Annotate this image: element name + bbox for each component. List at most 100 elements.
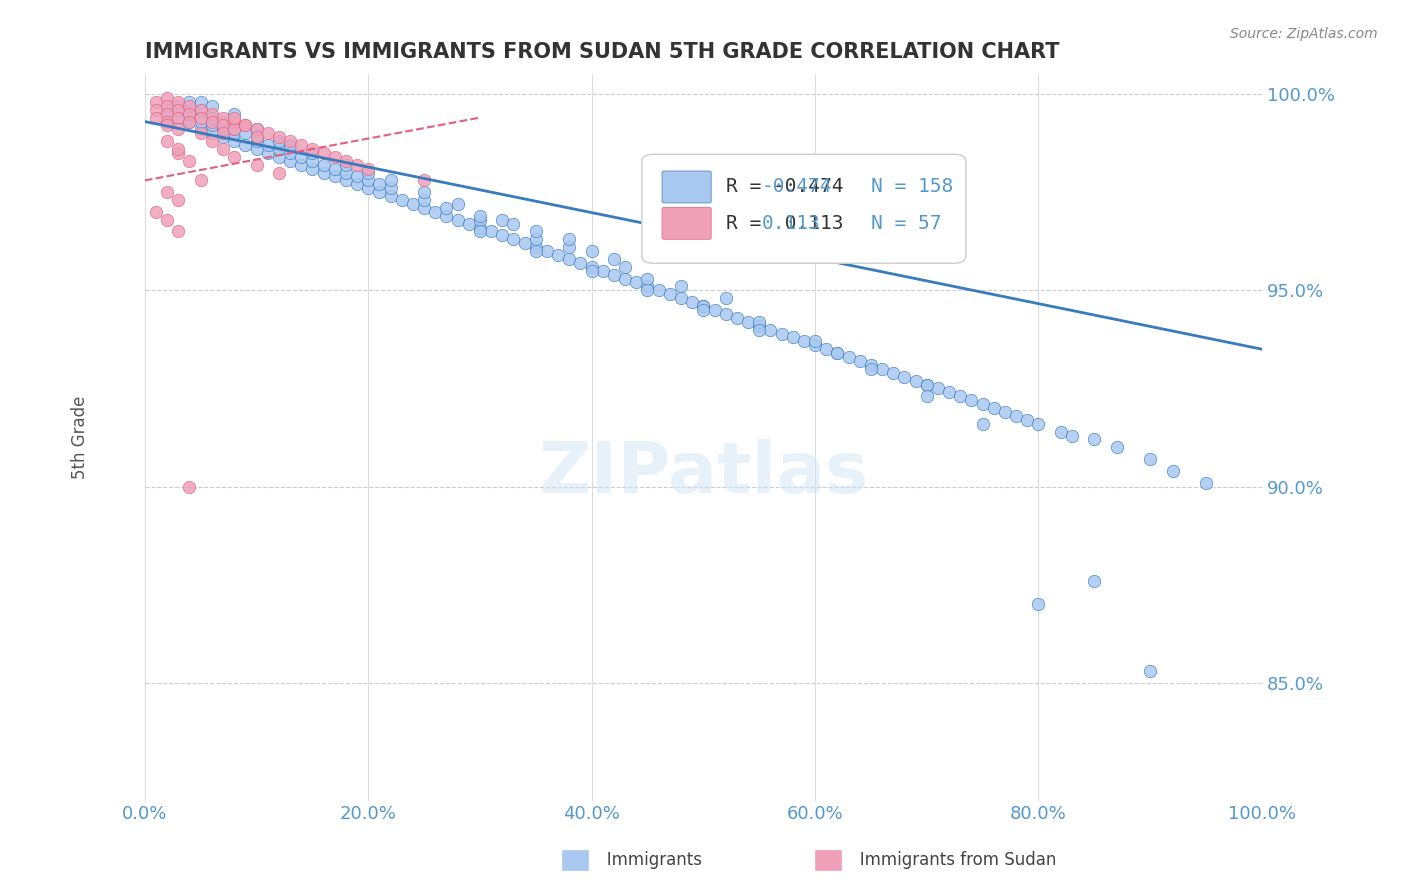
Point [245,134,267,148]
Point [179,106,201,120]
Point [972,397,994,411]
Point [603,252,626,266]
Point [245,122,267,136]
Point [603,268,626,282]
Point [346,158,368,172]
Point [626,276,648,290]
Point [278,134,301,148]
Point [838,350,860,364]
Point [391,193,413,207]
Point [167,193,190,207]
Point [179,153,201,168]
Point [167,224,190,238]
Point [224,119,246,133]
Point [848,354,870,368]
Point [637,271,659,285]
Point [323,161,346,176]
Point [647,283,669,297]
Point [703,302,725,317]
Point [312,165,335,179]
Point [290,158,312,172]
Point [368,178,391,192]
Point [224,134,246,148]
Point [960,393,983,408]
Point [278,153,301,168]
Point [201,111,224,125]
Point [156,119,179,133]
FancyBboxPatch shape [643,154,966,263]
Point [893,369,915,384]
Point [190,111,212,125]
Point [502,232,524,246]
Point [224,122,246,136]
Point [312,145,335,160]
Point [1049,425,1071,439]
Point [592,263,614,277]
Point [357,181,380,195]
Point [323,169,346,184]
Point [167,103,190,117]
Point [1060,428,1083,442]
Point [256,126,278,140]
Point [190,122,212,136]
Point [245,158,267,172]
Bar [562,850,588,870]
Point [156,106,179,120]
Point [669,279,692,293]
Point [278,138,301,153]
Point [513,236,536,251]
Point [725,310,748,325]
Point [1105,440,1128,454]
Point [793,334,815,349]
Point [301,145,323,160]
Point [692,299,714,313]
Point [380,181,402,195]
Point [524,240,547,254]
Point [233,119,256,133]
Point [212,130,235,145]
Point [479,224,502,238]
Point [637,283,659,297]
Point [669,291,692,305]
Point [346,178,368,192]
Point [692,302,714,317]
Point [927,381,949,395]
Point [380,173,402,187]
Point [413,173,436,187]
Point [446,197,468,211]
Point [468,220,491,235]
Point [201,99,224,113]
Point [201,114,224,128]
Point [224,106,246,120]
Point [714,291,737,305]
Point [167,99,190,113]
Point [323,150,346,164]
Point [167,145,190,160]
Point [692,299,714,313]
Point [413,201,436,215]
Point [190,114,212,128]
Point [245,142,267,156]
Point [167,95,190,109]
Point [413,185,436,199]
Point [1028,417,1050,431]
Point [267,142,290,156]
Point [346,169,368,184]
Point [994,405,1017,419]
Point [267,150,290,164]
Point [368,185,391,199]
Point [245,130,267,145]
Text: Immigrants: Immigrants [591,851,702,869]
Point [290,150,312,164]
Point [446,212,468,227]
Point [468,212,491,227]
Point [156,99,179,113]
Point [1083,433,1105,447]
Point [335,158,357,172]
Point [224,126,246,140]
Point [267,130,290,145]
Point [637,279,659,293]
Point [212,119,235,133]
Point [357,165,380,179]
Text: N = 158: N = 158 [870,178,953,196]
